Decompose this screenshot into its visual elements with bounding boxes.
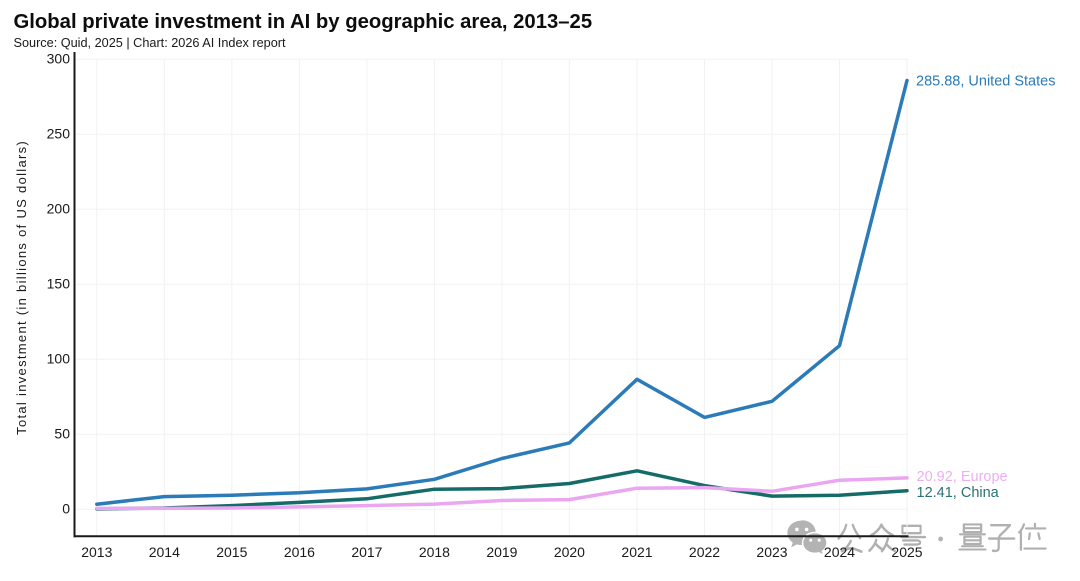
svg-text:2016: 2016 bbox=[284, 544, 315, 560]
svg-text:100: 100 bbox=[47, 351, 71, 367]
svg-text:2019: 2019 bbox=[486, 544, 517, 560]
svg-text:200: 200 bbox=[47, 201, 71, 217]
svg-text:50: 50 bbox=[54, 426, 70, 442]
svg-text:2020: 2020 bbox=[554, 544, 585, 560]
svg-text:250: 250 bbox=[47, 126, 71, 142]
svg-text:2021: 2021 bbox=[621, 544, 652, 560]
svg-text:2025: 2025 bbox=[891, 544, 922, 560]
svg-text:2013: 2013 bbox=[81, 544, 112, 560]
svg-text:2022: 2022 bbox=[689, 544, 720, 560]
svg-text:Global private investment in A: Global private investment in AI by geogr… bbox=[14, 11, 593, 33]
svg-text:2014: 2014 bbox=[149, 544, 180, 560]
svg-text:2017: 2017 bbox=[351, 544, 382, 560]
svg-text:20.92, Europe: 20.92, Europe bbox=[917, 469, 1008, 485]
svg-text:Source: Quid, 2025 | Chart: 20: Source: Quid, 2025 | Chart: 2026 AI Inde… bbox=[14, 36, 286, 50]
svg-text:285.88, United States: 285.88, United States bbox=[916, 73, 1055, 89]
svg-text:150: 150 bbox=[47, 276, 71, 292]
svg-text:2018: 2018 bbox=[419, 544, 450, 560]
svg-text:0: 0 bbox=[62, 501, 70, 517]
svg-text:2023: 2023 bbox=[756, 544, 787, 560]
svg-text:300: 300 bbox=[47, 51, 71, 67]
svg-text:2024: 2024 bbox=[824, 544, 855, 560]
svg-text:12.41, China: 12.41, China bbox=[917, 485, 1000, 501]
svg-text:Total investment (in billions: Total investment (in billions of US doll… bbox=[14, 140, 29, 435]
svg-text:2015: 2015 bbox=[216, 544, 247, 560]
